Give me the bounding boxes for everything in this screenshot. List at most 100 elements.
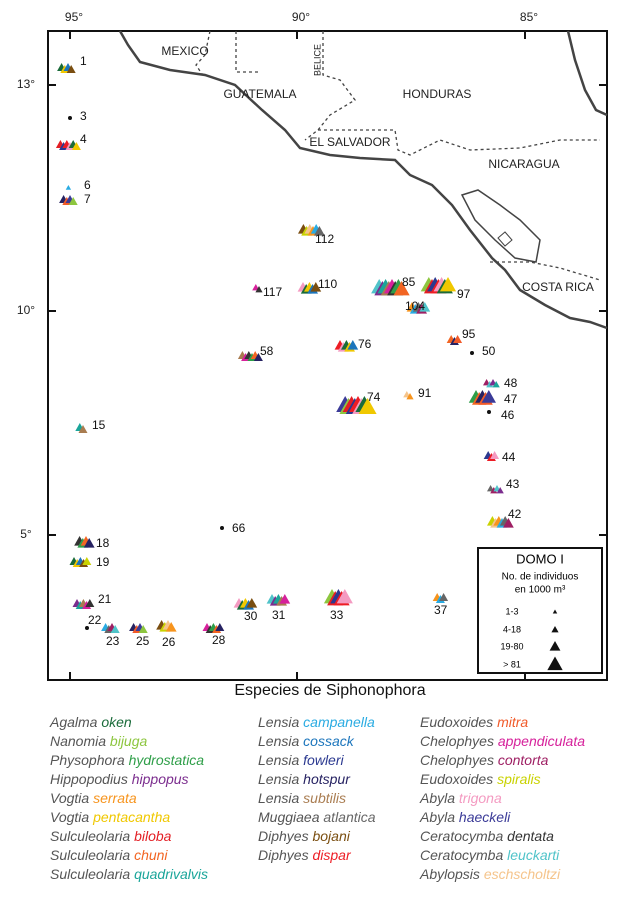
station: 26 <box>156 620 177 649</box>
legend-subtitle: No. de individuos <box>502 572 579 583</box>
species-entry: Agalma oken <box>49 714 132 730</box>
legend-marker <box>552 609 558 614</box>
station: 15 <box>75 418 106 433</box>
species-entry: Abylopsis eschscholtzi <box>419 866 561 882</box>
species-marker <box>138 625 148 633</box>
station: 6 <box>65 178 91 192</box>
species-entry: Lensia campanella <box>258 714 375 730</box>
legend: DOMO I No. de individuos en 1000 m³ 1-3 4… <box>477 547 603 674</box>
station-label: 26 <box>162 635 176 649</box>
station-label: 7 <box>84 192 91 206</box>
species-name: cossack <box>303 733 355 749</box>
station-label: 85 <box>402 275 416 289</box>
species-name: hotspur <box>303 771 351 787</box>
species-marker <box>314 226 325 236</box>
species-marker <box>71 142 81 150</box>
station-label: 25 <box>136 634 150 648</box>
species-entry: Lensia fowleri <box>258 752 345 768</box>
station: 117 <box>252 284 282 299</box>
species-genus: Physophora <box>50 752 125 768</box>
species-genus: Diphyes <box>258 828 309 844</box>
species-name: mitra <box>497 714 528 730</box>
station-label: 97 <box>457 287 471 301</box>
station: 112 <box>298 224 334 246</box>
species-genus: Lensia <box>258 733 299 749</box>
species-marker <box>481 390 496 403</box>
species-name: dentata <box>507 828 554 844</box>
species-marker <box>253 353 263 361</box>
station-dot <box>470 351 474 355</box>
station: 19 <box>69 555 110 569</box>
species-marker <box>165 622 177 632</box>
caribbean-coast <box>566 30 608 117</box>
species-name: contorta <box>498 752 549 768</box>
latitude-label: 10° <box>17 303 35 317</box>
species-marker <box>255 286 263 293</box>
station: 31 <box>266 594 291 622</box>
species-marker <box>68 197 78 205</box>
station: 4 <box>55 132 87 150</box>
station-label: 66 <box>232 521 246 535</box>
legend-marker <box>547 656 563 671</box>
coastline <box>118 30 608 330</box>
station: 50 <box>470 344 496 358</box>
species-genus: Chelophyes <box>420 733 494 749</box>
species-entry: Diphyes bojani <box>258 828 351 844</box>
station: 33 <box>323 589 353 622</box>
station: 30 <box>233 598 258 623</box>
station-dot <box>85 626 89 630</box>
species-title: Especies de Siphonophora <box>234 682 425 699</box>
species-marker <box>419 302 431 312</box>
species-marker <box>406 393 414 400</box>
station: 46 <box>487 408 515 422</box>
species-entry: Ceratocymba leuckarti <box>420 847 560 863</box>
species-genus: Agalma <box>49 714 98 730</box>
species-entry: Lensia cossack <box>258 733 355 749</box>
species-marker <box>246 598 258 608</box>
station: 74 <box>336 390 381 414</box>
station-dot <box>220 526 224 530</box>
species-genus: Lensia <box>258 714 299 730</box>
legend-title: DOMO I <box>516 551 564 566</box>
species-marker <box>336 589 353 604</box>
station-label: 21 <box>98 592 112 606</box>
station-label: 43 <box>506 477 520 491</box>
station-label: 44 <box>502 450 516 464</box>
legend-frame <box>477 547 603 674</box>
species-marker <box>358 398 377 414</box>
species-genus: Vogtia <box>50 790 89 806</box>
species-entry: Nanomia bijuga <box>50 733 148 749</box>
station-label: 37 <box>434 603 448 617</box>
species-entry: Vogtia pentacantha <box>50 809 170 825</box>
species-marker <box>215 623 225 631</box>
island <box>497 231 513 247</box>
species-genus: Eudoxoides <box>420 714 493 730</box>
station-label: 117 <box>263 285 282 299</box>
station-label: 47 <box>504 392 518 406</box>
station-label: 28 <box>212 633 226 647</box>
species-genus: Sulculeolaria <box>50 828 130 844</box>
station-label: 112 <box>315 232 334 246</box>
country-label: GUATEMALA <box>223 87 296 101</box>
species-marker <box>486 381 494 388</box>
species-marker <box>78 425 88 433</box>
map-frame-group <box>47 30 608 681</box>
station-label: 22 <box>88 613 102 627</box>
species-marker <box>279 594 291 604</box>
species-entry: Abyla trigona <box>419 790 502 806</box>
station: 21 <box>72 592 112 609</box>
station-label: 1 <box>80 54 87 68</box>
species-marker <box>347 340 359 350</box>
station: 47 <box>468 390 518 406</box>
species-name: leuckarti <box>507 847 560 863</box>
species-marker <box>490 451 500 459</box>
station: 58 <box>237 344 274 361</box>
station: 76 <box>334 337 372 352</box>
station: 42 <box>487 507 522 528</box>
species-marker <box>503 518 514 528</box>
species-genus: Sulculeolaria <box>50 866 130 882</box>
species-name: bijuga <box>110 733 148 749</box>
station-label: 18 <box>96 536 110 550</box>
